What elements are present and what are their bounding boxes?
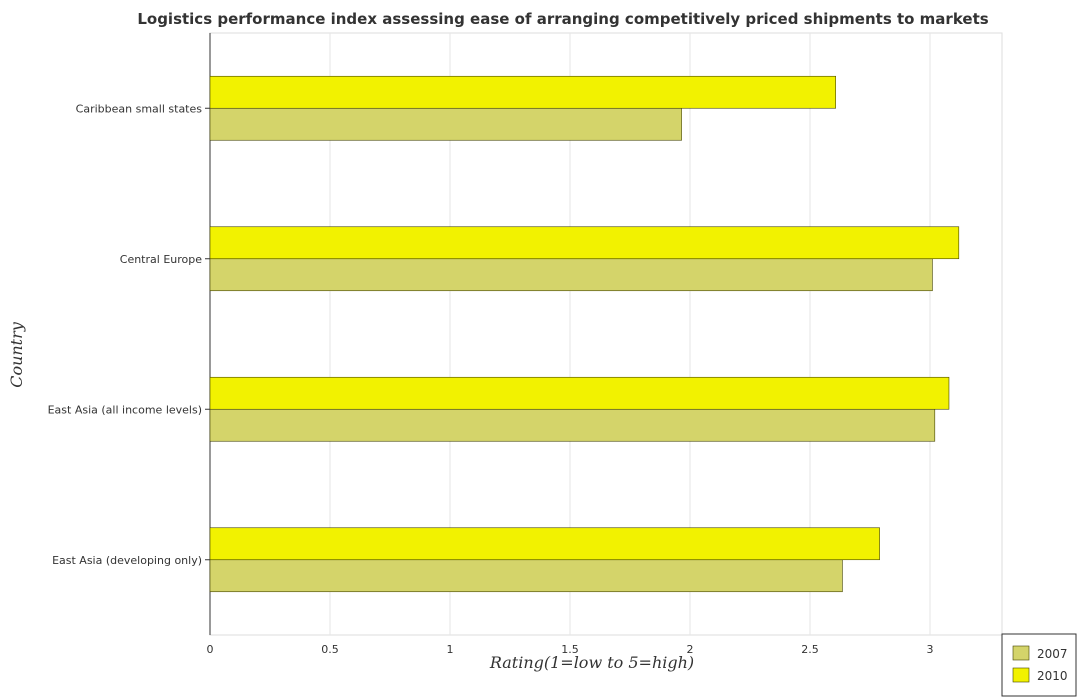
legend-box — [1001, 633, 1077, 697]
bar-2010 — [209, 226, 960, 260]
x-tick-label: 2.5 — [801, 643, 819, 656]
x-axis-label: Rating(1=low to 5=high) — [489, 653, 694, 672]
plot-area — [209, 32, 1003, 636]
legend-swatch-2010 — [1012, 667, 1030, 683]
bar-2010 — [209, 75, 836, 109]
bar-2010 — [209, 527, 880, 561]
y-tick-label: Central Europe — [120, 253, 202, 266]
bar-2007 — [209, 107, 682, 141]
bar-2007 — [209, 408, 936, 442]
x-tick-label: 0 — [207, 643, 214, 656]
x-tick-label: 1.5 — [561, 643, 579, 656]
legend-label-2010: 2010 — [1037, 669, 1068, 683]
chart-title: Logistics performance index assessing ea… — [137, 10, 988, 28]
y-axis-label: Country — [7, 321, 26, 388]
y-tick-label: East Asia (all income levels) — [48, 403, 202, 416]
legend-label-2007: 2007 — [1037, 647, 1068, 661]
legend-swatch-2007 — [1012, 645, 1030, 661]
bar-2007 — [209, 559, 843, 593]
x-tick-label: 2 — [687, 643, 694, 656]
y-tick-label: Caribbean small states — [76, 102, 203, 115]
bar-2010 — [209, 376, 950, 410]
x-tick-label: 3 — [927, 643, 934, 656]
bar-2007 — [209, 258, 933, 292]
x-tick-label: 0.5 — [321, 643, 339, 656]
x-tick-label: 1 — [447, 643, 454, 656]
legend: 2007 2010 — [1001, 633, 1077, 697]
y-tick-labels: Caribbean small states Central Europe East… — [48, 102, 210, 567]
y-tick-label: East Asia (developing only) — [52, 554, 202, 567]
x-tick-labels: 0 0.5 1 1.5 2 2.5 3 — [207, 643, 934, 656]
